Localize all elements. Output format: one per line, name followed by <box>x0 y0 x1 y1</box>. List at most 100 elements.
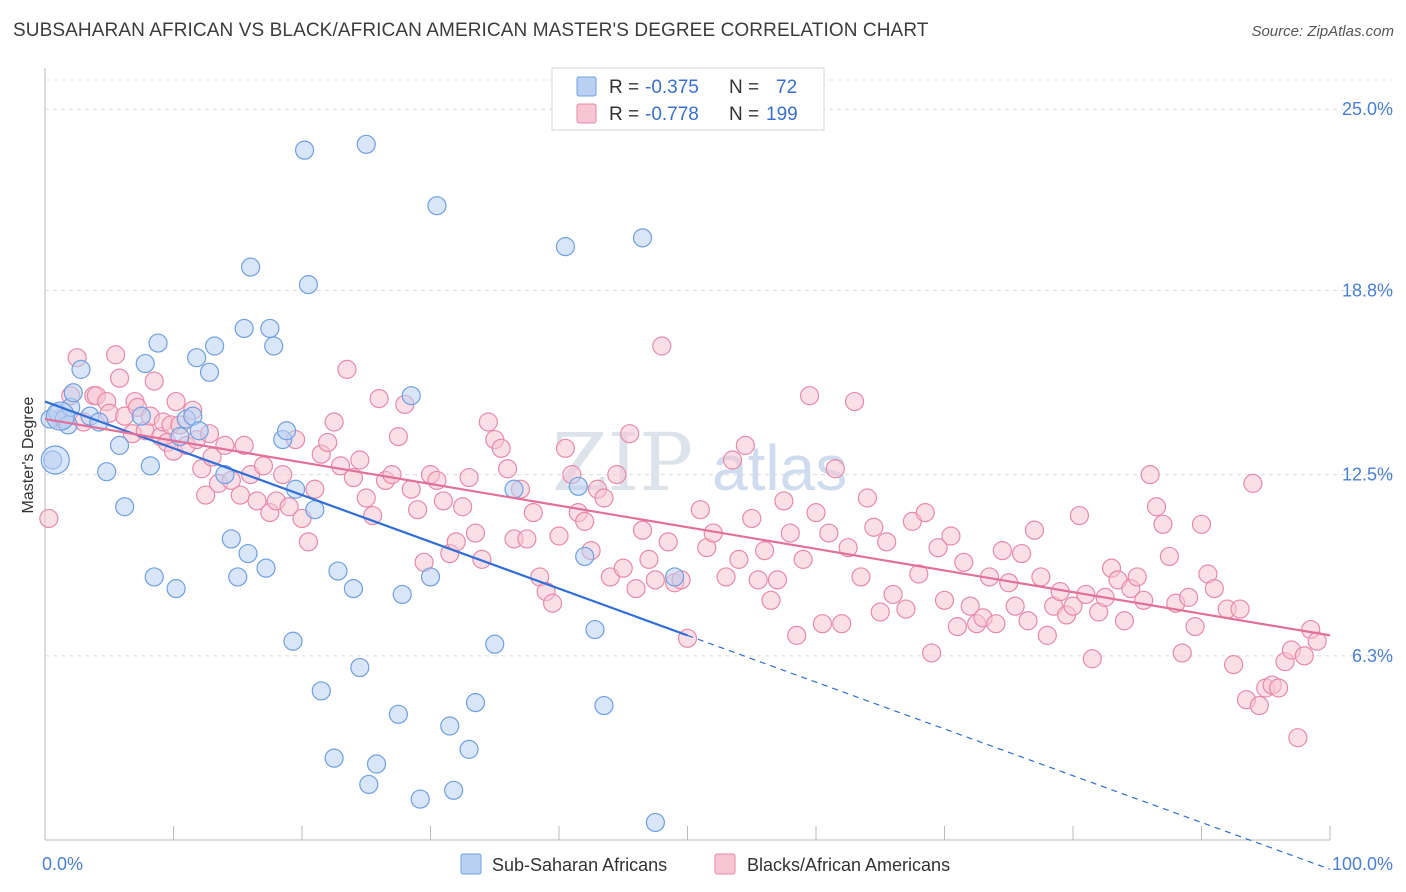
y-axis-title: Master's Degree <box>20 396 37 513</box>
blue-point <box>264 336 284 356</box>
pink-point <box>575 511 595 531</box>
pink-point <box>626 579 646 599</box>
blue-point <box>645 812 665 833</box>
blue-point <box>440 716 460 736</box>
pink-point <box>690 500 710 520</box>
blue-point <box>241 257 261 277</box>
blue-point <box>594 695 614 716</box>
pink-point <box>1140 465 1160 485</box>
pink-point <box>960 596 980 616</box>
pink-point <box>298 532 319 552</box>
blue-point <box>444 780 464 800</box>
pink-point <box>1243 473 1263 493</box>
pink-point <box>337 359 357 379</box>
bottom-legend: Sub-Saharan Africans Blacks/African Amer… <box>460 853 950 875</box>
blue-point <box>63 383 83 403</box>
blue-point <box>294 140 315 160</box>
pink-point <box>941 526 961 546</box>
blue-point <box>465 693 486 713</box>
legend-n-label-1: N = <box>729 77 759 98</box>
blue-point <box>311 681 331 701</box>
blue-point <box>71 359 91 379</box>
pink-point <box>196 485 216 505</box>
blue-point <box>148 333 168 353</box>
pink-point <box>253 456 274 476</box>
pink-point <box>806 503 826 523</box>
blue-point <box>144 567 164 587</box>
legend-r-label-2: R = <box>609 104 639 125</box>
pink-point <box>639 549 659 569</box>
pink-point <box>517 529 537 549</box>
blue-point <box>40 445 70 475</box>
blue-point <box>632 228 653 248</box>
pink-point <box>491 438 511 458</box>
blue-point <box>115 497 135 517</box>
pink-point <box>1185 617 1205 637</box>
blue-point <box>166 579 186 599</box>
pink-point <box>234 435 254 455</box>
pink-point <box>401 479 421 499</box>
pink-point <box>819 523 839 543</box>
pink-point <box>1063 596 1083 616</box>
y-tick-label: 6.3% <box>1352 646 1393 666</box>
pink-point <box>729 549 749 569</box>
legend-r-value-2: -0.778 <box>645 104 699 125</box>
blue-point <box>228 567 248 587</box>
chart-title: SUBSAHARAN AFRICAN VS BLACK/AFRICAN AMER… <box>13 20 929 41</box>
blue-point <box>221 529 241 549</box>
pink-point <box>478 412 498 432</box>
blue-point <box>366 754 387 774</box>
blue-point <box>388 704 408 724</box>
blue-point <box>109 435 130 455</box>
pink-point <box>1294 646 1314 666</box>
trend-line-blue <box>44 400 688 637</box>
blue-point <box>392 584 412 605</box>
pink-point <box>1224 655 1244 675</box>
trend-lines <box>44 400 1331 870</box>
pink-point <box>343 467 363 488</box>
pink-point <box>774 491 794 511</box>
pink-point <box>620 424 640 444</box>
y-tick-label: 12.5% <box>1342 465 1393 485</box>
pink-point <box>549 526 569 546</box>
blue-point <box>324 748 344 768</box>
pink-point <box>1037 625 1057 645</box>
pink-point <box>1031 567 1051 587</box>
blue-point <box>205 336 225 356</box>
blue-point <box>276 421 297 441</box>
pink-point <box>247 491 267 511</box>
pink-point <box>928 538 948 558</box>
bottom-legend-label-1: Sub-Saharan Africans <box>492 855 667 875</box>
pink-point <box>1288 728 1308 748</box>
pink-point <box>1011 543 1032 564</box>
pink-point <box>453 497 473 517</box>
blue-point <box>485 634 505 654</box>
legend-n-label-2: N = <box>729 104 759 125</box>
pink-point <box>793 549 813 569</box>
blue-point <box>97 462 117 482</box>
blue-point <box>356 134 376 154</box>
pink-point <box>799 386 820 406</box>
pink-point <box>1069 505 1090 526</box>
pink-point <box>382 465 402 485</box>
legend-r-value-1: -0.375 <box>645 77 699 98</box>
bottom-legend-label-2: Blacks/African Americans <box>747 855 950 875</box>
pink-point <box>915 503 935 523</box>
pink-point <box>722 450 743 470</box>
pink-point <box>607 465 627 485</box>
pink-point <box>1172 643 1192 663</box>
pink-point <box>748 570 768 590</box>
blue-point <box>215 465 235 485</box>
pink-point <box>273 465 293 485</box>
pink-point <box>832 614 852 634</box>
pink-point <box>742 508 762 529</box>
blue-point <box>410 789 430 809</box>
pink-point <box>909 564 929 584</box>
pink-point <box>1191 514 1212 534</box>
blue-point <box>585 619 605 640</box>
pink-point <box>408 500 428 520</box>
pink-point <box>825 459 845 479</box>
blue-point <box>199 362 220 382</box>
pink-point <box>1134 590 1154 610</box>
